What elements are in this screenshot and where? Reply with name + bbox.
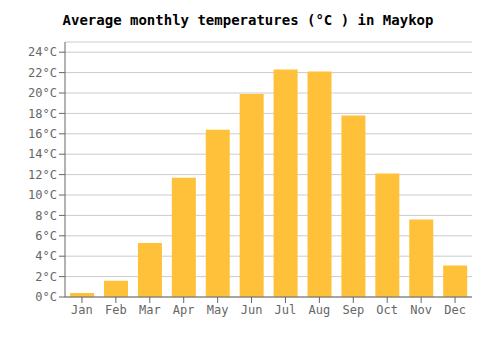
svg-text:18°C: 18°C [28,107,57,121]
svg-text:10°C: 10°C [28,188,57,202]
svg-text:Dec: Dec [444,303,466,317]
svg-text:Aug: Aug [309,303,331,317]
svg-text:Feb: Feb [105,303,127,317]
svg-text:24°C: 24°C [28,45,57,59]
svg-text:Apr: Apr [173,303,195,317]
svg-text:Nov: Nov [410,303,432,317]
svg-text:22°C: 22°C [28,66,57,80]
svg-text:6°C: 6°C [35,229,57,243]
svg-text:Jan: Jan [71,303,93,317]
svg-text:Oct: Oct [376,303,398,317]
svg-text:8°C: 8°C [35,209,57,223]
svg-text:14°C: 14°C [28,147,57,161]
svg-text:0°C: 0°C [35,290,57,304]
svg-text:May: May [207,303,229,317]
svg-text:Mar: Mar [139,303,161,317]
svg-text:16°C: 16°C [28,127,57,141]
svg-text:Sep: Sep [342,303,364,317]
html-text:Average monthly temperatures (: Average monthly temperatures (°C ) in Ma… [62,12,434,28]
svg-text:12°C: 12°C [28,168,57,182]
svg-text:Jul: Jul [275,303,297,317]
svg-text:20°C: 20°C [28,86,57,100]
svg-text:Jun: Jun [241,303,263,317]
svg-text:4°C: 4°C [35,249,57,263]
svg-text:2°C: 2°C [35,270,57,284]
